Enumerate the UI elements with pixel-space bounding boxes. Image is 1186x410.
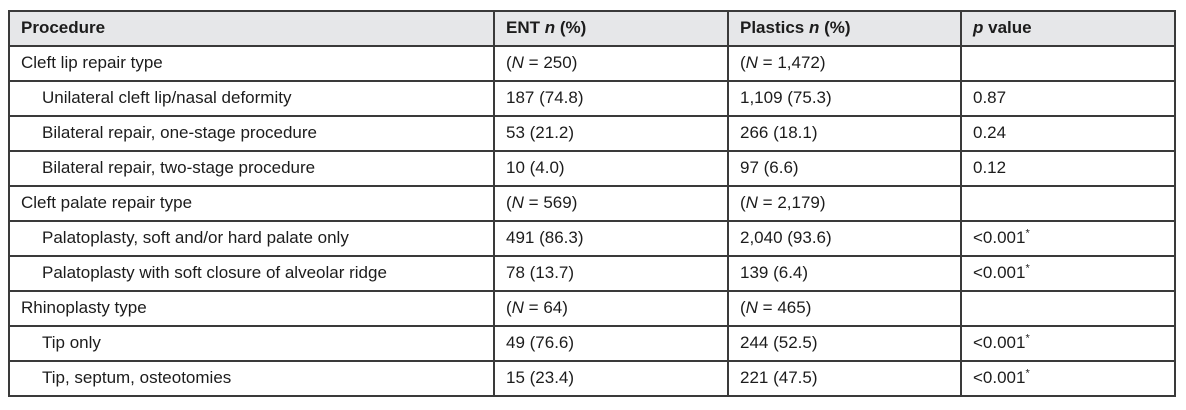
- header-row: Procedure ENT n (%) Plastics n (%) p val…: [8, 10, 1176, 47]
- cell-procedure: Rhinoplasty type: [8, 290, 495, 327]
- cell-p-value: <0.001*: [960, 360, 1176, 397]
- cell-ent-n-pct: 49 (76.6): [493, 325, 729, 362]
- cell-plastics-n-pct: 2,040 (93.6): [727, 220, 962, 257]
- table-row-sub-procedure: Tip, septum, osteotomies 15 (23.4) 221 (47…: [8, 360, 1176, 397]
- cell-procedure: Tip, septum, osteotomies: [8, 360, 495, 397]
- cell-ent-n-pct: 53 (21.2): [493, 115, 729, 152]
- cell-p-value: 0.24: [960, 115, 1176, 152]
- cell-ent-n-pct: 10 (4.0): [493, 150, 729, 187]
- cell-plastics-n-pct: (N = 1,472): [727, 45, 962, 82]
- cell-procedure: Bilateral repair, one-stage procedure: [8, 115, 495, 152]
- cell-procedure: Cleft lip repair type: [8, 45, 495, 82]
- cell-procedure: Unilateral cleft lip/nasal deformity: [8, 80, 495, 117]
- procedures-comparison-table: Procedure ENT n (%) Plastics n (%) p val…: [8, 10, 1176, 397]
- table-row-sub-procedure: Tip only 49 (76.6) 244 (52.5) <0.001*: [8, 325, 1176, 362]
- cell-p-value: 0.87: [960, 80, 1176, 117]
- table-row-sub-procedure: Unilateral cleft lip/nasal deformity 187 …: [8, 80, 1176, 117]
- cell-procedure: Bilateral repair, two-stage procedure: [8, 150, 495, 187]
- table-row-sub-procedure: Bilateral repair, two-stage procedure 10 …: [8, 150, 1176, 187]
- cell-ent-n-pct: 187 (74.8): [493, 80, 729, 117]
- cell-procedure: Tip only: [8, 325, 495, 362]
- cell-plastics-n-pct: 97 (6.6): [727, 150, 962, 187]
- cell-ent-n-pct: (N = 569): [493, 185, 729, 222]
- cell-p-value: <0.001*: [960, 220, 1176, 257]
- cell-p-value: <0.001*: [960, 325, 1176, 362]
- cell-p-value: [960, 45, 1176, 82]
- cell-ent-n-pct: 491 (86.3): [493, 220, 729, 257]
- table-row-sub-procedure: Palatoplasty, soft and/or hard palate on…: [8, 220, 1176, 257]
- cell-plastics-n-pct: 266 (18.1): [727, 115, 962, 152]
- cell-p-value: 0.12: [960, 150, 1176, 187]
- cell-procedure: Palatoplasty, soft and/or hard palate on…: [8, 220, 495, 257]
- cell-ent-n-pct: 15 (23.4): [493, 360, 729, 397]
- cell-plastics-n-pct: (N = 2,179): [727, 185, 962, 222]
- cell-p-value: [960, 290, 1176, 327]
- cell-ent-n-pct: (N = 250): [493, 45, 729, 82]
- cell-plastics-n-pct: 139 (6.4): [727, 255, 962, 292]
- cell-p-value: <0.001*: [960, 255, 1176, 292]
- table-row-group-procedure: Cleft lip repair type (N = 250) (N = 1,472…: [8, 45, 1176, 82]
- cell-plastics-n-pct: (N = 465): [727, 290, 962, 327]
- cell-plastics-n-pct: 221 (47.5): [727, 360, 962, 397]
- cell-procedure: Palatoplasty with soft closure of alveol…: [8, 255, 495, 292]
- col-header-plastics: Plastics n (%): [727, 10, 962, 47]
- cell-ent-n-pct: 78 (13.7): [493, 255, 729, 292]
- cell-ent-n-pct: (N = 64): [493, 290, 729, 327]
- cell-procedure: Cleft palate repair type: [8, 185, 495, 222]
- cell-p-value: [960, 185, 1176, 222]
- table-row-group-procedure: Rhinoplasty type (N = 64) (N = 465): [8, 290, 1176, 327]
- cell-plastics-n-pct: 1,109 (75.3): [727, 80, 962, 117]
- table-row-sub-procedure: Palatoplasty with soft closure of alveol…: [8, 255, 1176, 292]
- table-row-sub-procedure: Bilateral repair, one-stage procedure 53 …: [8, 115, 1176, 152]
- table-body: Cleft lip repair type (N = 250) (N = 1,472…: [8, 45, 1176, 397]
- col-header-ent: ENT n (%): [493, 10, 729, 47]
- col-header-procedure: Procedure: [8, 10, 495, 47]
- table-row-group-procedure: Cleft palate repair type (N = 569) (N = 2,…: [8, 185, 1176, 222]
- cell-plastics-n-pct: 244 (52.5): [727, 325, 962, 362]
- col-header-p-value: p value: [960, 10, 1176, 47]
